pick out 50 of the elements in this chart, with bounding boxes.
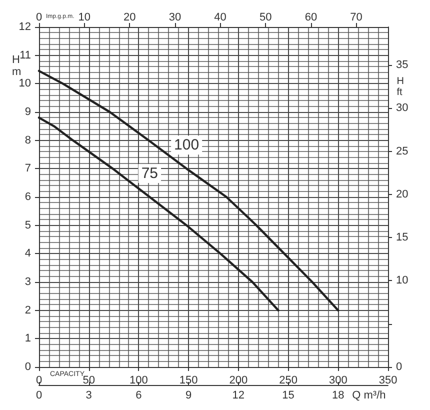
x2-tick-label: 60: [304, 12, 318, 24]
x-tick-label: 300: [328, 374, 348, 386]
y2-tick-label: 20: [396, 188, 408, 200]
text: 0: [36, 390, 42, 402]
y-tick-label: 3: [24, 276, 31, 288]
x2-tick-label: 70: [350, 12, 362, 24]
x-tick-label: 0: [36, 374, 42, 386]
y-tick-label: 0: [24, 361, 31, 373]
x2-tick-label: 10: [78, 12, 90, 24]
y-tick-label: 12: [18, 21, 31, 33]
y2-tick-label: 0: [396, 361, 402, 373]
y-tick-label: 5: [24, 219, 31, 232]
text: 6: [136, 390, 142, 402]
x-tick-label: 150: [179, 374, 198, 386]
line-series: [38, 116, 280, 312]
series-label: 75: [141, 165, 158, 182]
text: 18: [332, 390, 344, 402]
x2-tick-label: 30: [168, 12, 182, 24]
x-tick-label: 200: [229, 374, 248, 386]
y-axis-title: H m: [12, 54, 22, 78]
line-series: [38, 70, 340, 312]
text: 12: [232, 390, 245, 402]
x-tick-label: 250: [279, 374, 298, 386]
text: 3: [86, 390, 92, 402]
y-tick-label: 10: [18, 78, 31, 90]
y2-tick-label: 15: [396, 232, 408, 244]
x-tick-label: 100: [130, 374, 148, 386]
y2-axis-title: H ft: [396, 76, 404, 98]
y-tick-label: 11: [20, 49, 31, 62]
y-tick-label: 4: [24, 248, 31, 260]
y-tick-label: 8: [24, 134, 31, 146]
y-tick-label: 9: [24, 106, 31, 118]
y2-tick-label: 25: [396, 145, 408, 158]
x-tick-label: 350: [378, 374, 398, 386]
series-label: 100: [174, 136, 200, 154]
x2-tick-label: 20: [124, 12, 136, 24]
y-tick-label: 1: [24, 332, 31, 345]
text: 9: [186, 390, 192, 402]
y2-tick-label: 35: [396, 58, 408, 71]
text: 15: [282, 390, 294, 402]
x-tick-label: 50: [82, 374, 95, 386]
y2-tick-label: 30: [396, 102, 408, 114]
text: Q m³/h: [352, 390, 386, 402]
y-tick-label: 2: [24, 304, 31, 316]
x2-tick-label: 0: [36, 12, 42, 24]
x2-tick-label: 50: [260, 12, 272, 24]
y-tick-label: 6: [24, 191, 31, 203]
y2-tick-label: 10: [396, 274, 408, 287]
x2-tick-label: 40: [214, 12, 226, 24]
y-tick-label: 7: [24, 162, 31, 175]
